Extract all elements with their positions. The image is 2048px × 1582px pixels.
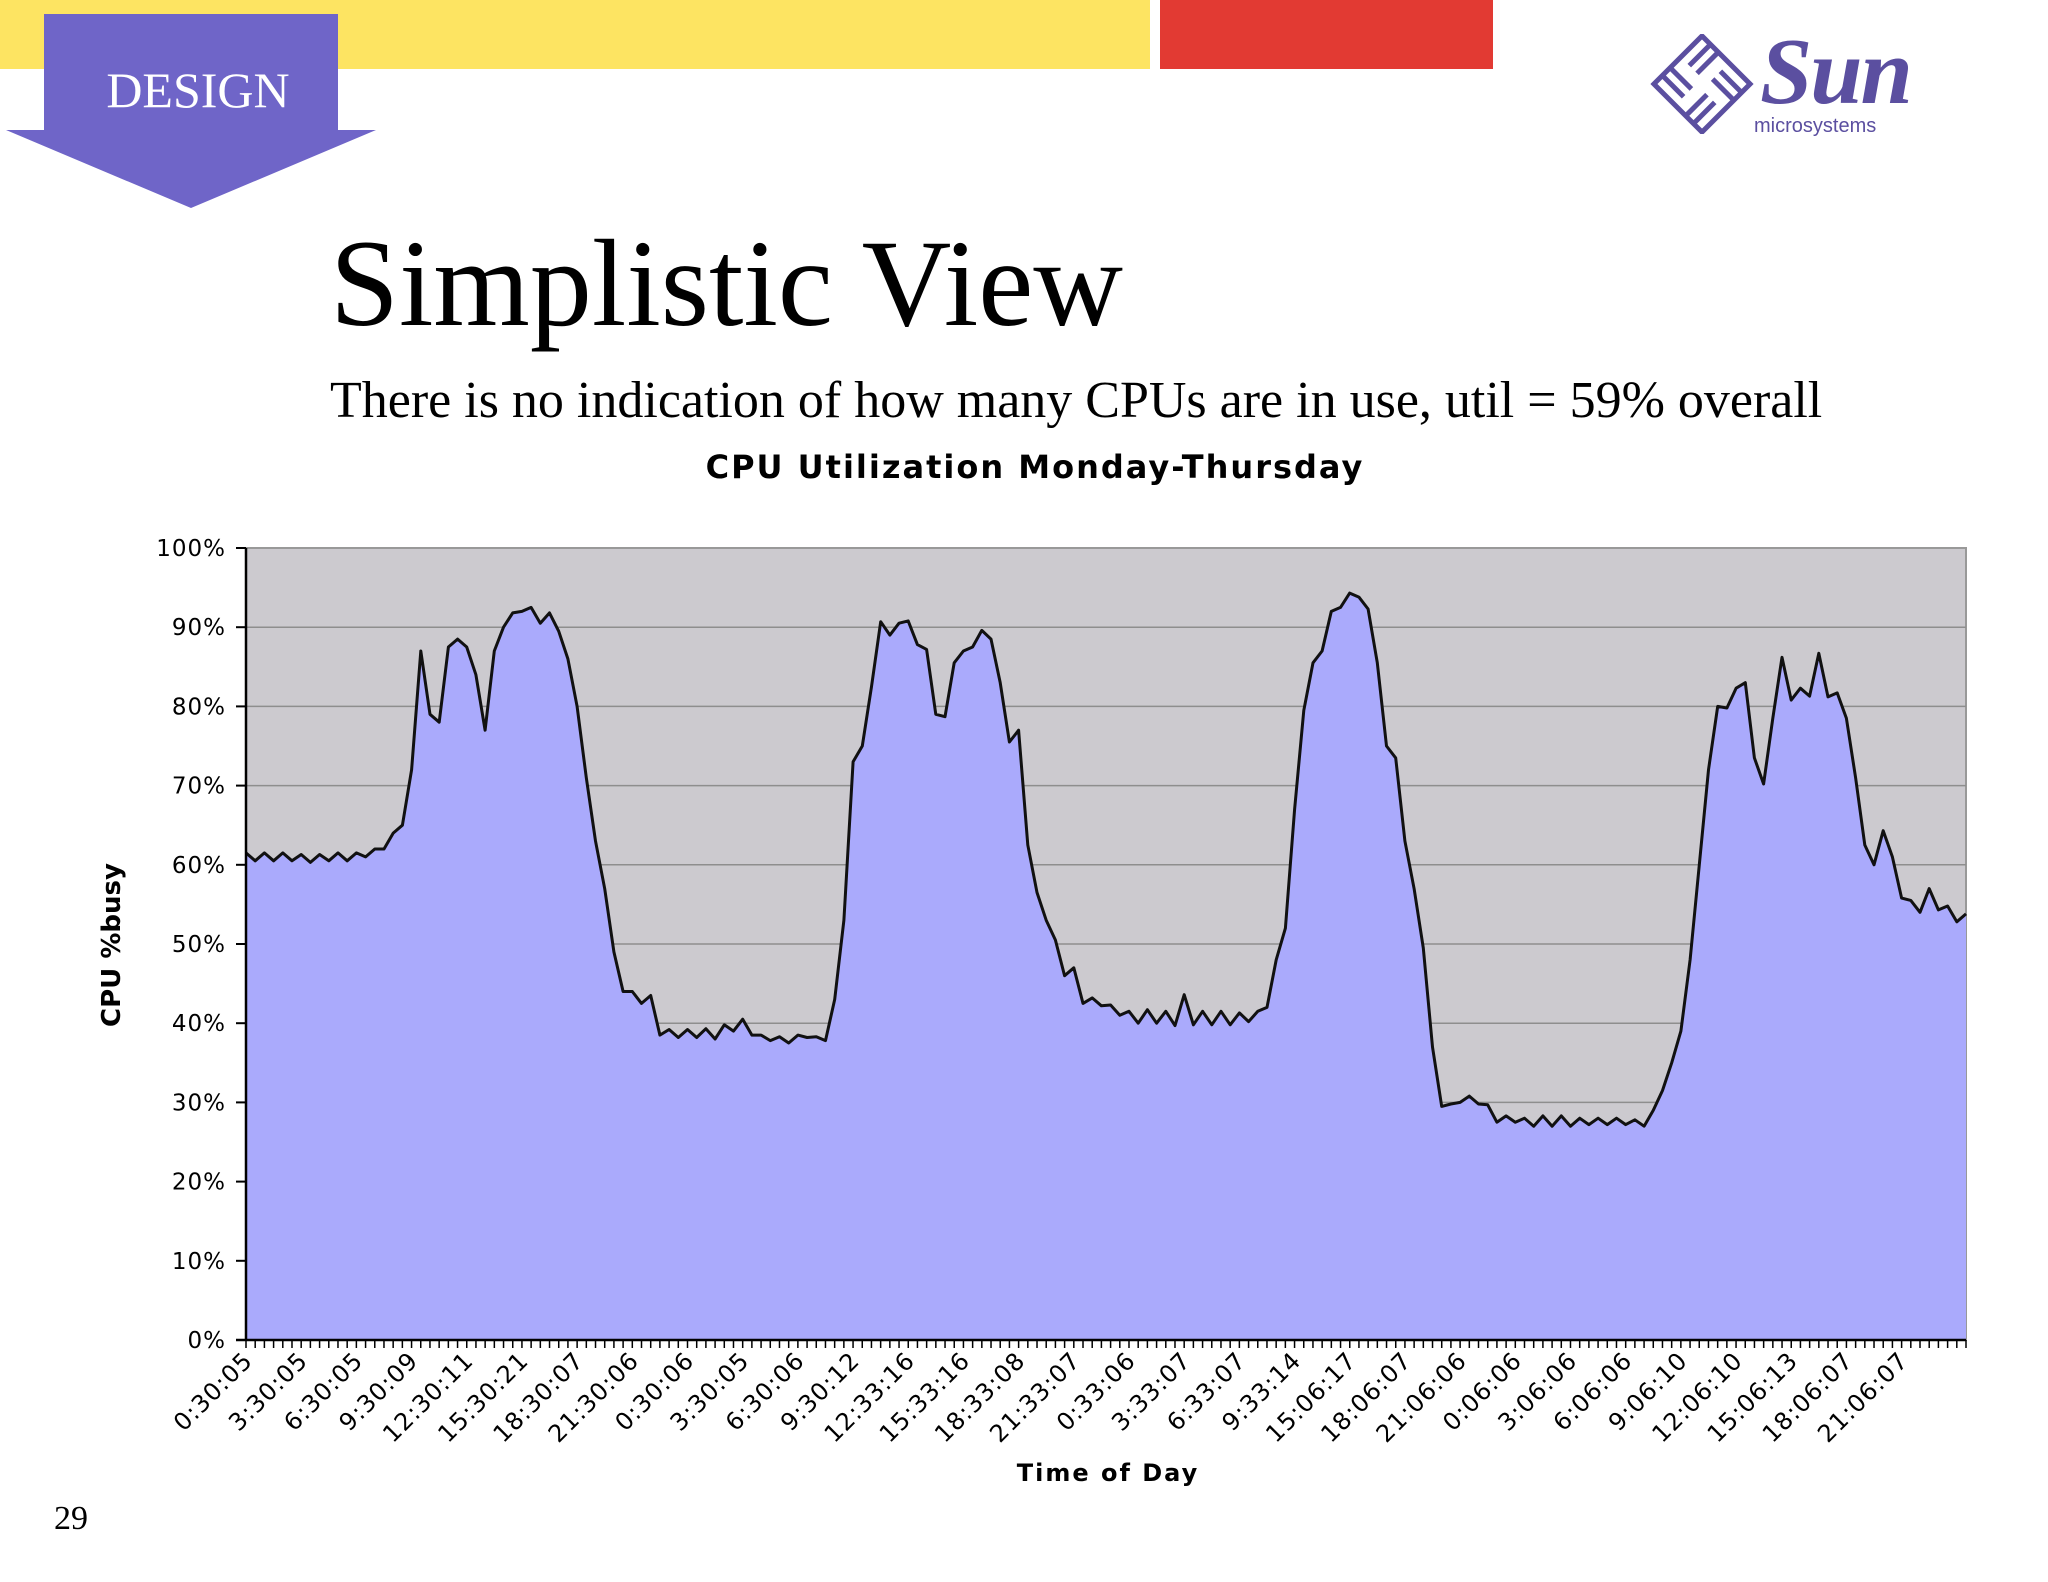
x-axis-label: Time of Day	[1017, 1459, 1200, 1487]
sun-logo: Sun microsystems	[1650, 20, 1920, 140]
sun-logo-wordmark: Sun	[1760, 20, 1913, 124]
y-tick-label: 30%	[172, 1090, 226, 1116]
y-tick-label: 60%	[172, 853, 226, 879]
y-tick-label: 80%	[172, 694, 226, 720]
y-tick-label: 90%	[172, 615, 226, 641]
cpu-line-series	[245, 591, 1967, 1128]
y-tick-label: 10%	[172, 1249, 226, 1275]
section-tag-label: DESIGN	[106, 62, 290, 118]
sun-logo-subtext: microsystems	[1754, 115, 1877, 137]
chart-title: CPU Utilization Monday-Thursday	[706, 448, 1365, 486]
slide-subtitle: There is no indication of how many CPUs …	[330, 372, 1823, 429]
x-axis-tick-labels: 0:30:053:30:056:30:059:30:0912:30:1115:3…	[168, 1346, 1914, 1448]
y-tick-label: 50%	[172, 932, 226, 958]
header-red-bar	[1160, 0, 1493, 69]
y-tick-label: 100%	[156, 536, 226, 562]
y-tick-label: 0%	[188, 1328, 227, 1354]
sun-logo-icon	[1650, 34, 1754, 134]
chart-axes	[236, 548, 1967, 1348]
y-tick-label: 40%	[172, 1011, 226, 1037]
y-tick-label: 20%	[172, 1170, 226, 1196]
y-axis-tick-labels: 0% 10% 20% 30% 40% 50% 60% 70% 80% 90% 100%	[156, 536, 246, 1354]
y-axis-label: CPU %busy	[97, 863, 127, 1027]
y-tick-label: 70%	[172, 774, 226, 800]
slide-title: Simplistic View	[330, 215, 1123, 352]
page-number: 29	[54, 1500, 88, 1537]
section-tag: DESIGN	[6, 14, 376, 208]
section-tag-arrow-shape	[6, 14, 376, 208]
cpu-area-series	[246, 593, 1966, 1340]
